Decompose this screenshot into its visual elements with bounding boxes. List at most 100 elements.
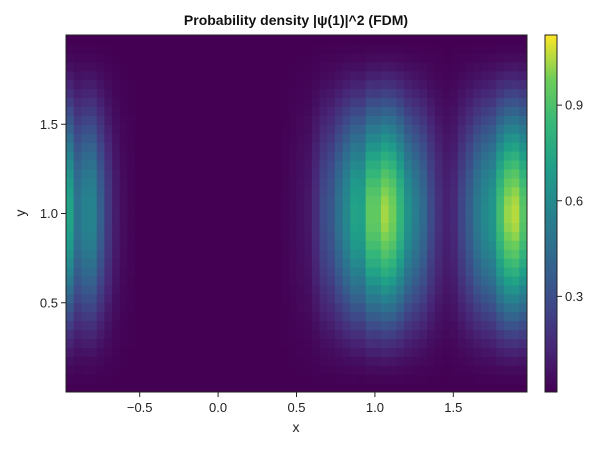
heatmap-cell: [235, 338, 244, 348]
heatmap-cell: [342, 106, 351, 116]
heatmap-cell: [235, 383, 244, 392]
heatmap-cell: [119, 35, 129, 45]
heatmap-cell: [327, 249, 336, 259]
heatmap-cell: [404, 61, 413, 72]
heatmap-cell: [227, 97, 236, 107]
heatmap-cell: [66, 284, 75, 295]
heatmap-cell: [104, 249, 113, 259]
heatmap-cell: [112, 267, 121, 277]
heatmap-cell: [450, 222, 459, 232]
heatmap-cell: [250, 320, 259, 331]
heatmap-cell: [204, 195, 213, 206]
heatmap-cell: [150, 88, 159, 99]
heatmap-cell: [188, 88, 198, 99]
heatmap-cell: [158, 311, 167, 322]
heatmap-cell: [457, 88, 467, 99]
heatmap-cell: [135, 159, 144, 170]
heatmap-cell: [235, 240, 244, 250]
heatmap-cell: [158, 115, 167, 125]
heatmap-cell: [211, 222, 221, 232]
heatmap-cell: [66, 374, 75, 384]
heatmap-cell: [434, 186, 444, 197]
heatmap-cell: [66, 222, 75, 232]
heatmap-cell: [457, 275, 467, 286]
heatmap-cell: [311, 70, 321, 81]
heatmap-cell: [357, 159, 367, 170]
heatmap-cell: [465, 383, 474, 392]
heatmap-cell: [511, 365, 520, 375]
heatmap-cell: [350, 124, 359, 134]
heatmap-cell: [473, 320, 482, 331]
heatmap-cell: [365, 35, 374, 45]
heatmap-cell: [96, 61, 106, 72]
heatmap-cell: [104, 204, 113, 215]
heatmap-cell: [404, 79, 413, 90]
heatmap-cell: [350, 35, 359, 45]
heatmap-cell: [112, 195, 121, 206]
heatmap-cell: [119, 240, 129, 250]
heatmap-cell: [204, 97, 213, 107]
heatmap-cell: [96, 204, 106, 215]
heatmap-cell: [488, 186, 497, 197]
heatmap-cell: [319, 258, 328, 268]
heatmap-cell: [150, 186, 159, 197]
heatmap-cell: [296, 320, 305, 331]
heatmap-cell: [227, 195, 236, 206]
heatmap-cell: [442, 275, 451, 286]
heatmap-cell: [465, 275, 474, 286]
heatmap-cell: [158, 258, 167, 268]
heatmap-cell: [427, 365, 436, 375]
heatmap-cell: [204, 43, 213, 54]
heatmap-cell: [411, 347, 421, 357]
heatmap-cell: [465, 88, 474, 99]
heatmap-cell: [173, 302, 182, 313]
heatmap-cell: [250, 195, 259, 206]
heatmap-cell: [319, 88, 328, 99]
heatmap-cell: [158, 365, 167, 375]
heatmap-cell: [165, 186, 175, 197]
heatmap-cell: [204, 52, 213, 63]
heatmap-cell: [242, 204, 251, 215]
heatmap-cell: [235, 258, 244, 268]
heatmap-cell: [419, 338, 428, 348]
heatmap-cell: [104, 151, 113, 161]
heatmap-cell: [165, 52, 175, 63]
heatmap-cell: [135, 338, 144, 348]
heatmap-cell: [96, 311, 106, 322]
heatmap-cell: [196, 204, 205, 215]
heatmap-cell: [104, 106, 113, 116]
heatmap-cell: [250, 293, 259, 304]
heatmap-cell: [373, 106, 382, 116]
heatmap-cell: [334, 115, 344, 125]
heatmap-cell: [258, 151, 267, 161]
heatmap-cell: [211, 356, 221, 366]
heatmap-cell: [327, 151, 336, 161]
heatmap-cell: [442, 106, 451, 116]
heatmap-cell: [127, 347, 136, 357]
heatmap-cell: [273, 284, 282, 295]
heatmap-cell: [73, 356, 82, 366]
heatmap-cell: [473, 311, 482, 322]
heatmap-cell: [388, 124, 397, 134]
heatmap-cell: [442, 311, 451, 322]
heatmap-cell: [388, 249, 397, 259]
heatmap-cell: [173, 356, 182, 366]
heatmap-cell: [327, 142, 336, 152]
heatmap-cell: [381, 168, 390, 179]
heatmap-cell: [473, 168, 482, 179]
heatmap-cell: [465, 133, 474, 143]
heatmap-cell: [457, 43, 467, 54]
heatmap-cell: [288, 284, 298, 295]
heatmap-cell: [242, 142, 251, 152]
heatmap-cell: [304, 195, 313, 206]
heatmap-cell: [219, 151, 228, 161]
heatmap-cell: [427, 70, 436, 81]
heatmap-cell: [488, 79, 497, 90]
heatmap-cell: [181, 151, 190, 161]
heatmap-cell: [196, 240, 205, 250]
heatmap-cell: [450, 302, 459, 313]
heatmap-cell: [465, 151, 474, 161]
heatmap-cell: [350, 106, 359, 116]
heatmap-cell: [450, 142, 459, 152]
heatmap-cell: [496, 115, 505, 125]
